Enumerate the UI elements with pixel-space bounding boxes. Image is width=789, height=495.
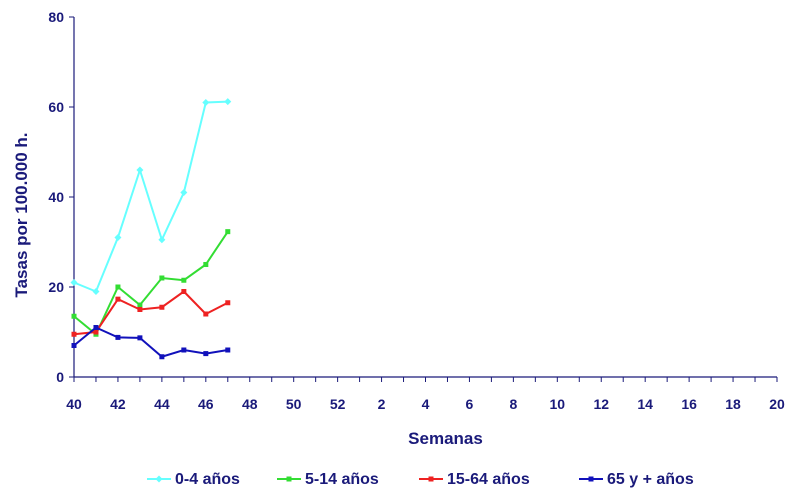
data-point (225, 347, 231, 353)
series-line (73, 326, 228, 358)
legend-marker (588, 476, 594, 482)
data-point (70, 279, 78, 286)
y-tick-label: 80 (48, 9, 64, 25)
data-point (181, 289, 187, 294)
data-point (92, 288, 100, 295)
y-axis-title: Tasas por 100.000 h. (12, 132, 31, 297)
axes (73, 17, 777, 378)
data-point (180, 189, 188, 196)
series-line (73, 231, 229, 336)
data-point (71, 331, 77, 337)
data-point (224, 98, 232, 106)
data-point (137, 307, 143, 312)
data-point (203, 262, 209, 267)
data-point (114, 234, 122, 241)
data-point (202, 99, 210, 106)
data-point (115, 296, 121, 302)
data-point (181, 277, 187, 283)
x-tick-label: 18 (725, 396, 741, 412)
data-point (71, 313, 77, 319)
data-point (136, 166, 144, 174)
series-line (73, 100, 228, 293)
data-point (203, 351, 209, 357)
series-4 (71, 325, 231, 360)
x-tick-label: 48 (242, 396, 258, 412)
legend-marker (428, 476, 434, 482)
data-point (225, 300, 231, 306)
data-point (203, 311, 209, 317)
data-point (159, 354, 165, 360)
x-axis-title: Semanas (408, 429, 483, 448)
data-point (137, 302, 143, 308)
legend-marker (286, 476, 292, 482)
x-tick-label: 8 (509, 396, 517, 412)
x-tick-label: 20 (769, 396, 785, 412)
x-tick-label: 6 (466, 396, 474, 412)
legend: 0-4 años 5-14 años 15-64 años 65 y + años (147, 471, 694, 488)
y-tick-label: 60 (48, 99, 64, 115)
x-tick-label: 10 (550, 396, 566, 412)
data-point (137, 335, 143, 341)
x-tick-label: 12 (593, 396, 609, 412)
x-tick-label: 4 (422, 396, 430, 412)
legend-marker (155, 475, 163, 483)
legend-item: 0-4 años (147, 471, 240, 488)
data-point (93, 329, 99, 335)
legend-label: 15-64 años (447, 471, 530, 488)
series-1 (70, 98, 232, 295)
legend-label: 5-14 años (305, 471, 379, 488)
x-tick-label: 40 (66, 396, 82, 412)
legend-item: 5-14 años (277, 471, 379, 488)
data-point (115, 334, 121, 340)
data-point (159, 304, 165, 310)
x-tick-label: 14 (637, 396, 653, 412)
data-point (71, 343, 77, 348)
data-point (159, 275, 165, 281)
y-tick-label: 20 (48, 279, 64, 295)
series-line (73, 290, 229, 336)
series-group (70, 98, 232, 360)
data-point (115, 284, 121, 290)
x-tick-label: 42 (110, 396, 126, 412)
x-tick-label: 2 (378, 396, 386, 412)
data-point (181, 347, 187, 353)
x-tick-label: 46 (198, 396, 214, 412)
x-tick-label: 50 (286, 396, 302, 412)
legend-item: 15-64 años (419, 471, 530, 488)
data-point (225, 229, 231, 235)
series-3 (71, 289, 231, 337)
data-point (93, 325, 99, 330)
y-tick-label: 0 (56, 369, 64, 385)
legend-label: 65 y + años (607, 471, 694, 488)
x-tick-label: 52 (330, 396, 346, 412)
legend-item: 65 y + años (579, 471, 694, 488)
y-tick-label: 40 (48, 189, 64, 205)
series-2 (71, 229, 231, 337)
data-point (158, 236, 166, 244)
legend-label: 0-4 años (175, 471, 240, 488)
x-tick-label: 16 (681, 396, 697, 412)
x-tick-label: 44 (154, 396, 170, 412)
